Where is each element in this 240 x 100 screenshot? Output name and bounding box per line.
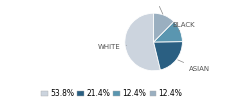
Text: WHITE: WHITE xyxy=(98,44,126,50)
Wedge shape xyxy=(154,42,182,70)
Text: BLACK: BLACK xyxy=(172,22,195,31)
Legend: 53.8%, 21.4%, 12.4%, 12.4%: 53.8%, 21.4%, 12.4%, 12.4% xyxy=(38,86,186,100)
Text: ASIAN: ASIAN xyxy=(178,60,210,72)
Wedge shape xyxy=(154,22,182,42)
Text: HISPANIC: HISPANIC xyxy=(140,0,172,14)
Wedge shape xyxy=(125,13,160,71)
Wedge shape xyxy=(154,13,174,42)
